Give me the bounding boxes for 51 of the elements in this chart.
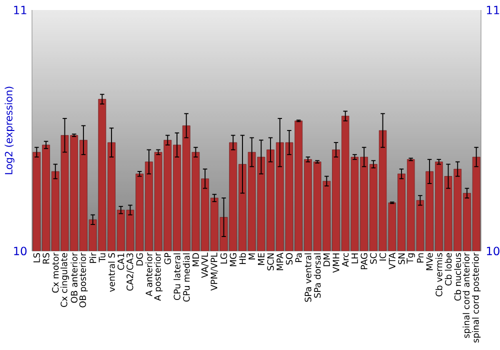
x-tick-label: VMH (332, 253, 340, 273)
x-tick-label: VPM/VPL (210, 252, 218, 291)
x-tick-label: Tu (98, 253, 106, 262)
x-tick-label: SPa ventral (304, 253, 312, 302)
x-tick-label: A anterior (146, 252, 152, 296)
x-tick-label: CPu lateral (174, 253, 180, 300)
x-tick-label: LH (352, 253, 358, 264)
x-tick-label: CPu medial (182, 253, 190, 302)
x-tick-label: A posterior (154, 252, 163, 301)
x-tick-label: Pa (295, 253, 302, 262)
y-axis-title: Log2 (expression) (4, 86, 14, 174)
x-tick-label: Hb (239, 253, 246, 264)
x-tick-label: CA2/CA3 (126, 253, 134, 291)
y2-tick-label: 10 (486, 246, 500, 256)
x-tick-label: ventral S (108, 253, 115, 292)
x-tick-label: Pir (89, 252, 96, 263)
x-tick-label: MPA (276, 252, 284, 270)
x-tick-label: GP (164, 252, 171, 264)
x-tick-label: Cx motor (52, 252, 59, 293)
x-tick-label: spinal cord posterior (472, 252, 481, 342)
x-tick-label: SPa dorsal (314, 253, 321, 298)
x-tick-label: DG (136, 253, 143, 266)
x-tick-label: CA1 (118, 253, 124, 270)
x-tick-label: LS (33, 253, 40, 262)
x-tick-label: SN (398, 253, 405, 264)
x-tick-label: MG (230, 253, 236, 266)
x-tick-label: OB posterior (79, 252, 88, 308)
x-tick-label: Pn (416, 253, 424, 262)
x-tick-label: SC (370, 253, 377, 264)
x-tick-label: VTA (388, 252, 396, 270)
x-tick-label: Cx cingulate (60, 253, 70, 307)
x-tick-label: Cb lobe (444, 253, 452, 286)
x-tick-label: OB anterior (70, 252, 78, 303)
x-tick-label: MVe (426, 253, 433, 270)
x-tick-label: ME (258, 253, 264, 265)
x-tick-label: DM (323, 253, 330, 266)
x-tick-label: Tg (406, 253, 415, 264)
x-tick-label: Cb vermis (435, 253, 442, 296)
x-tick-label: LG (220, 253, 228, 264)
x-tick-label: Cb nucleus (454, 253, 462, 301)
x-tick-label: IC (379, 253, 386, 260)
x-tick-label: SO (286, 253, 293, 265)
x-tick-label: PAG (360, 253, 368, 270)
x-tick-label: M (248, 253, 256, 260)
x-tick-label: spinal cord anterior (462, 252, 472, 338)
x-tick-label: RS (42, 253, 50, 264)
x-tick-label: MD (192, 253, 199, 266)
x-tick-label: VA/VL (201, 252, 209, 278)
x-tick-label: Arc (342, 253, 349, 267)
y2-tick-label: 11 (486, 6, 500, 14)
x-tick-label: SCN (267, 253, 274, 270)
